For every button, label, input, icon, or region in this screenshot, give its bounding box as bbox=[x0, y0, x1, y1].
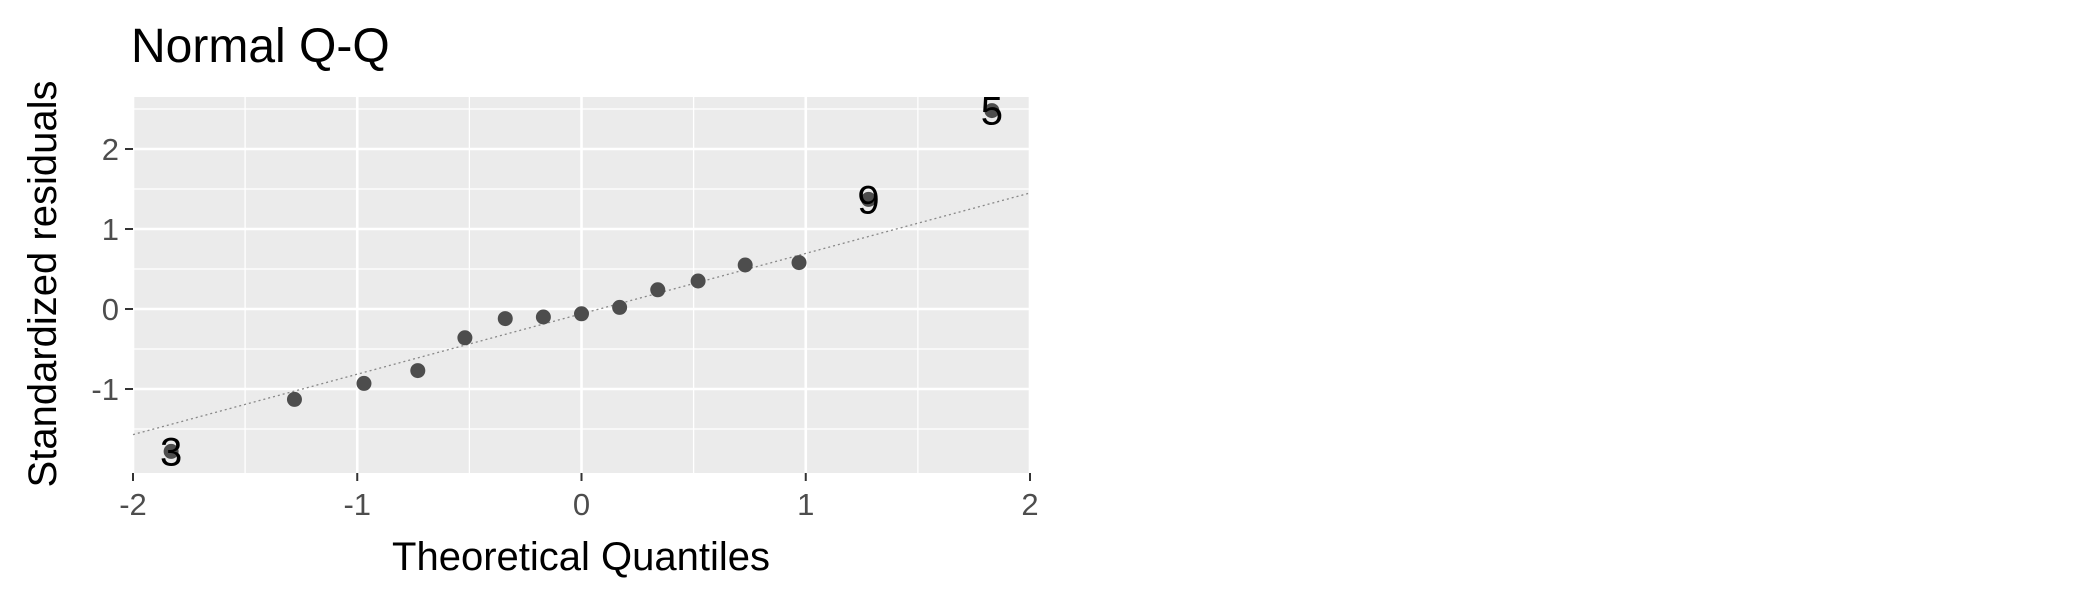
data-point bbox=[791, 255, 807, 271]
y-tick-label: 1 bbox=[102, 212, 119, 247]
y-tick-label: -1 bbox=[91, 372, 119, 407]
data-point bbox=[163, 443, 179, 459]
x-tick-label: -1 bbox=[343, 487, 371, 522]
data-point bbox=[690, 273, 706, 289]
data-point bbox=[861, 191, 877, 207]
data-point bbox=[356, 375, 372, 391]
data-point bbox=[612, 299, 628, 315]
data-point bbox=[410, 363, 426, 379]
x-tick-label: 1 bbox=[797, 487, 814, 522]
x-tick-label: -2 bbox=[119, 487, 147, 522]
y-tick-label: 0 bbox=[102, 292, 119, 327]
data-point bbox=[457, 330, 473, 346]
data-point bbox=[497, 311, 513, 327]
data-point bbox=[737, 257, 753, 273]
y-tick-label: 2 bbox=[102, 132, 119, 167]
data-point bbox=[984, 103, 1000, 119]
data-point bbox=[650, 282, 666, 298]
point-label: 5 bbox=[981, 90, 1003, 134]
point-label: 9 bbox=[857, 178, 879, 222]
data-point bbox=[535, 309, 551, 325]
x-axis: -2 -1 0 1 2 bbox=[119, 473, 1039, 522]
chart-title: Normal Q-Q bbox=[131, 20, 390, 73]
x-tick-label: 2 bbox=[1021, 487, 1038, 522]
x-axis-title: Theoretical Quantiles bbox=[392, 535, 770, 579]
plot-panel: 3 9 5 bbox=[131, 90, 1032, 474]
x-tick-label: 0 bbox=[573, 487, 590, 522]
data-point bbox=[286, 391, 302, 407]
y-axis: -1 0 1 2 bbox=[91, 132, 133, 407]
data-point bbox=[574, 306, 589, 322]
y-axis-title: Standardized residuals bbox=[21, 81, 65, 488]
point-label: 3 bbox=[160, 430, 182, 474]
